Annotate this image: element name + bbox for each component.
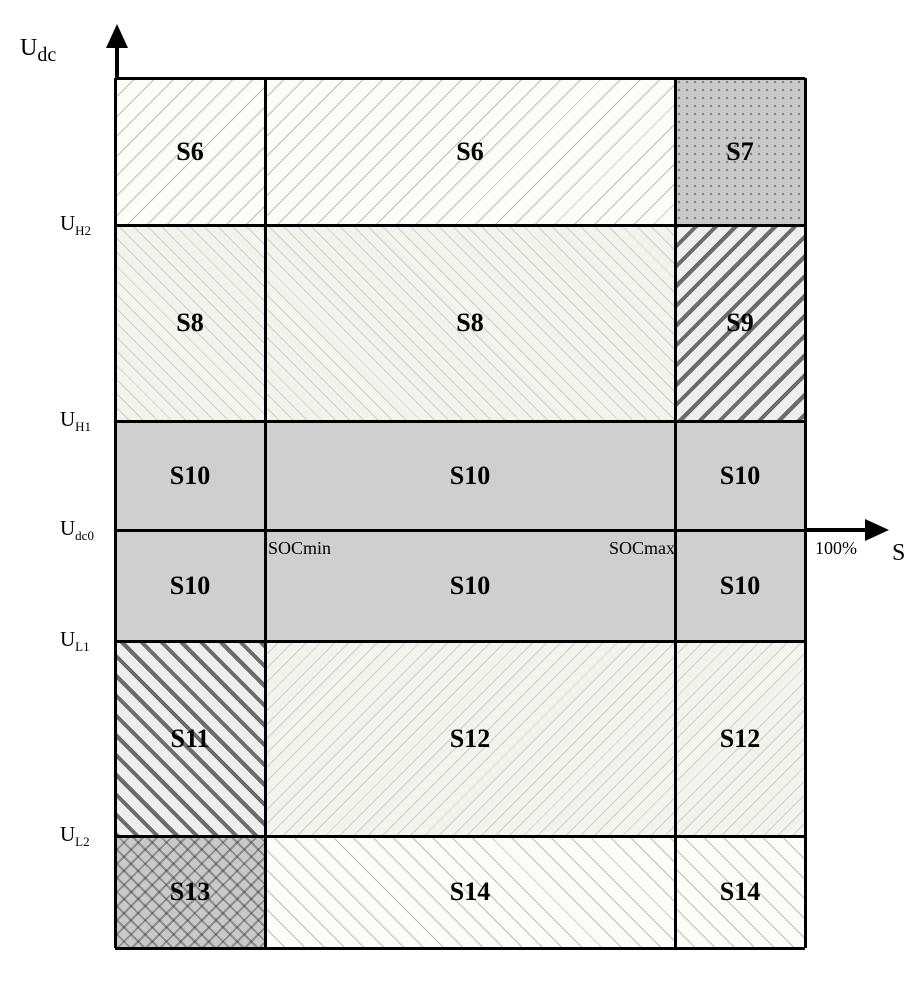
cell-s8-r1c0: S8 [115,225,265,421]
cell-s12-r4c2: S12 [675,641,805,836]
cell-s6-r0c1: S6 [265,78,675,225]
grid-hline [115,224,805,227]
cell-s10-r2c2: S10 [675,421,805,530]
grid-hline [115,420,805,423]
cell-label: S12 [450,724,490,754]
cell-label: S10 [170,571,210,601]
grid: S6 S6 S7 S8 S8 S9 S10 S10 S10 S10 S10 S10 S11 S12 S12 S… [115,78,805,948]
grid-hline [115,640,805,643]
cell-s12-r4c1: S12 [265,641,675,836]
grid-vline [114,78,117,948]
x-tick-label: SOCmin [268,538,331,559]
cell-label: S10 [170,461,210,491]
grid-vline [804,78,807,948]
x-axis-arrow [865,519,889,541]
cell-s13-r5c0: S13 [115,836,265,948]
x-tick-label: SOCmax [609,538,675,559]
cell-s10-r3c2: S10 [675,530,805,641]
cell-label: S8 [456,308,483,338]
cell-s14-r5c1: S14 [265,836,675,948]
cell-label: S14 [720,877,760,907]
cell-s6-r0c0: S6 [115,78,265,225]
cell-label: S10 [450,461,490,491]
cell-label: S11 [170,724,209,754]
grid-hline [115,947,805,950]
grid-hline [115,835,805,838]
cell-s7-r0c2: S7 [675,78,805,225]
cell-label: S6 [176,137,203,167]
cell-s11-r4c0: S11 [115,641,265,836]
y-tick-label: UL1 [60,627,90,655]
cell-s8-r1c1: S8 [265,225,675,421]
y-tick-label: UH2 [60,211,91,239]
grid-vline [264,78,267,948]
cell-label: S10 [720,571,760,601]
cell-label: S8 [176,308,203,338]
grid-hline [115,77,805,80]
cell-label: S10 [720,461,760,491]
y-axis-arrow [106,24,128,48]
x-axis-title: SOC [892,540,906,567]
cell-s9-r1c2: S9 [675,225,805,421]
grid-hline [115,529,805,532]
cell-label: S10 [450,571,490,601]
x-tick-label: 100% [815,538,857,559]
cell-label: S13 [170,877,210,907]
cell-s10-r2c1: S10 [265,421,675,530]
y-axis-title: Udc [20,35,56,67]
state-diagram: Udc SOC S6S6S7S8S8S9S10S10S10S10S10S10S1… [70,30,860,970]
cell-label: S6 [456,137,483,167]
y-tick-label: UL2 [60,822,90,850]
grid-vline [674,78,677,948]
cell-s14-r5c2: S14 [675,836,805,948]
cell-label: S14 [450,877,490,907]
cell-label: S12 [720,724,760,754]
cell-s10-r3c0: S10 [115,530,265,641]
y-tick-label: Udc0 [60,516,94,544]
cell-label: S7 [726,137,753,167]
y-tick-label: UH1 [60,407,91,435]
cell-s10-r2c0: S10 [115,421,265,530]
cell-label: S9 [726,308,753,338]
